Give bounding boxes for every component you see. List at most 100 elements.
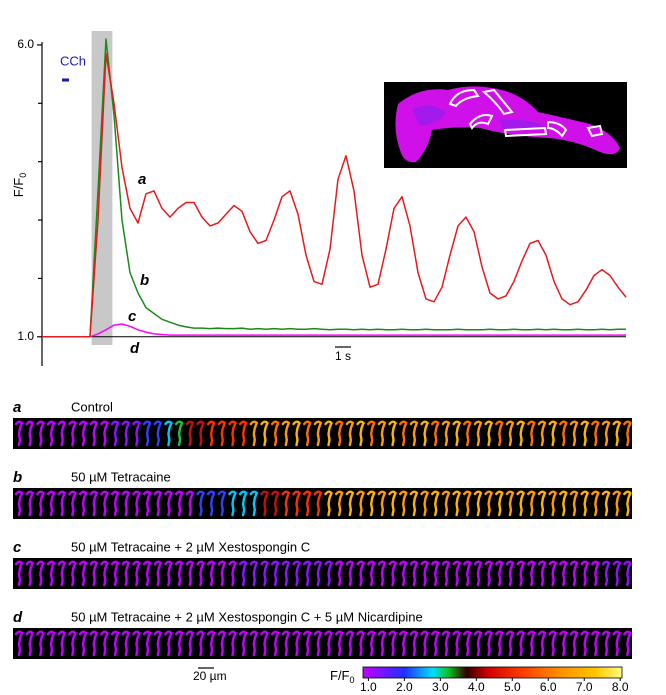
cell-frame xyxy=(121,630,131,657)
cell-frame xyxy=(559,420,568,447)
y-axis-label-main: F/F xyxy=(11,178,26,198)
cell-frame xyxy=(399,490,408,517)
panel-letter: c xyxy=(13,539,22,556)
panel-letter: b xyxy=(13,469,22,486)
cell-frame xyxy=(399,420,408,447)
cell-frame xyxy=(345,490,355,517)
cell-frame xyxy=(484,420,493,447)
cell-frame xyxy=(420,560,429,587)
cell-frame xyxy=(36,490,45,517)
cell-frame xyxy=(142,490,152,517)
cell-frame xyxy=(25,420,35,447)
cell-frame xyxy=(185,420,195,447)
time-scalebar-label: 1 s xyxy=(335,349,351,363)
trace xyxy=(42,38,626,338)
cell-frame xyxy=(217,630,227,657)
cell-frame xyxy=(100,630,109,657)
cell-frame xyxy=(431,630,440,657)
cell-frame xyxy=(57,560,67,587)
cell-frame xyxy=(548,420,558,447)
cell-frame xyxy=(356,560,365,587)
cell-frame xyxy=(132,420,141,447)
cell-frame xyxy=(14,490,24,517)
cell-frame xyxy=(174,490,184,517)
cell-frame xyxy=(238,490,248,517)
cell-frame xyxy=(569,490,579,517)
cell-frame xyxy=(270,630,280,657)
colorbar-label: F/F0 xyxy=(330,668,355,685)
cell-frame xyxy=(409,630,419,657)
cell-frame xyxy=(228,560,237,587)
cell-frame xyxy=(334,490,344,517)
cell-frame xyxy=(324,560,333,587)
cell-frame xyxy=(495,560,504,587)
cell-frame xyxy=(623,560,632,587)
cell-frame xyxy=(89,420,99,447)
cell-frame xyxy=(377,420,387,447)
cell-frame xyxy=(260,560,269,587)
cell-frame xyxy=(537,420,547,447)
cell-frame xyxy=(46,490,56,517)
cell-frame xyxy=(46,560,56,587)
cell-frame xyxy=(516,490,526,517)
cell-frame xyxy=(527,490,536,517)
cell-frame xyxy=(185,490,195,517)
cell-frame xyxy=(36,560,45,587)
cell-frame xyxy=(25,490,35,517)
cell-frame xyxy=(591,420,600,447)
colorbar-tick-label: 8.0 xyxy=(612,680,629,694)
cell-frame xyxy=(313,490,323,517)
cell-frame xyxy=(164,420,173,447)
cell-frame xyxy=(185,560,195,587)
cell-frame xyxy=(68,560,77,587)
cell-frame xyxy=(324,630,333,657)
inset-image xyxy=(384,82,627,168)
cell-frame xyxy=(142,560,152,587)
panel-title: 50 µM Tetracaine + 2 µM Xestospongin C xyxy=(71,539,310,554)
cell-frame xyxy=(68,490,77,517)
cell-frame xyxy=(548,490,558,517)
cell-frame xyxy=(559,560,568,587)
cell-frame xyxy=(292,560,301,587)
cell-frame xyxy=(57,490,67,517)
cell-frame xyxy=(36,420,45,447)
cell-frame xyxy=(270,490,280,517)
cell-frame xyxy=(78,630,88,657)
cell-frame xyxy=(68,630,77,657)
cell-frame xyxy=(132,490,141,517)
cell-frame xyxy=(473,490,483,517)
cell-frame xyxy=(302,420,312,447)
cell-frame xyxy=(270,420,280,447)
cell-frame xyxy=(142,630,152,657)
cell-frame xyxy=(495,490,504,517)
cell-frame xyxy=(100,560,109,587)
cell-frame xyxy=(196,420,205,447)
cell-frame xyxy=(153,420,163,447)
cell-frame xyxy=(473,630,483,657)
cell-frame xyxy=(196,490,205,517)
trace-label: d xyxy=(130,340,140,357)
cell-frame xyxy=(153,560,163,587)
colorbar-tick-label: 1.0 xyxy=(360,680,377,694)
cell-frame xyxy=(366,490,376,517)
cell-frame xyxy=(164,490,173,517)
cell-frame xyxy=(238,560,248,587)
cell-frame xyxy=(591,490,600,517)
cell-frame xyxy=(228,490,237,517)
cell-frame xyxy=(89,490,99,517)
cell-frame xyxy=(356,420,365,447)
cell-frame xyxy=(601,560,611,587)
trace-label: b xyxy=(140,272,149,289)
cell-frame xyxy=(441,420,451,447)
trace-label: c xyxy=(128,308,137,325)
cell-frame xyxy=(185,630,195,657)
cell-frame xyxy=(452,630,461,657)
cell-frame xyxy=(345,560,355,587)
cell-frame xyxy=(377,630,387,657)
panel-letter: d xyxy=(13,609,23,626)
cell-frame xyxy=(580,630,590,657)
cell-frame xyxy=(366,420,376,447)
cell-frame xyxy=(14,560,24,587)
cell-frame xyxy=(612,420,622,447)
